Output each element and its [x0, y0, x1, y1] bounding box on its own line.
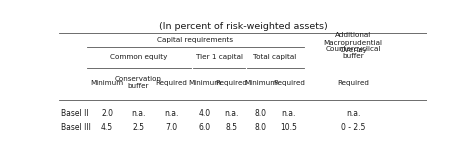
Text: n.a.: n.a. — [346, 109, 360, 118]
Text: Countercyclical
buffer: Countercyclical buffer — [326, 46, 381, 59]
Text: Conservation
buffer: Conservation buffer — [115, 76, 162, 89]
Text: Required: Required — [155, 80, 187, 86]
Text: (In percent of risk-weighted assets): (In percent of risk-weighted assets) — [158, 22, 328, 31]
Text: Minimum: Minimum — [91, 80, 124, 86]
Text: 8.0: 8.0 — [255, 109, 266, 118]
Text: n.a.: n.a. — [282, 109, 296, 118]
Text: 10.5: 10.5 — [281, 123, 297, 132]
Text: Tier 1 capital: Tier 1 capital — [196, 54, 243, 60]
Text: 8.5: 8.5 — [225, 123, 237, 132]
Text: n.a.: n.a. — [131, 109, 146, 118]
Text: 8.0: 8.0 — [255, 123, 266, 132]
Text: n.a.: n.a. — [164, 109, 179, 118]
Text: Additional
Macroprudential
Overlay: Additional Macroprudential Overlay — [324, 32, 383, 53]
Text: Minimum: Minimum — [188, 80, 221, 86]
Text: 7.0: 7.0 — [165, 123, 177, 132]
Text: 4.5: 4.5 — [101, 123, 113, 132]
Text: Required: Required — [273, 80, 305, 86]
Text: n.a.: n.a. — [224, 109, 238, 118]
Text: Required: Required — [337, 80, 369, 86]
Text: Basel III: Basel III — [61, 123, 91, 132]
Text: Total capital: Total capital — [254, 54, 297, 60]
Text: 2.5: 2.5 — [132, 123, 144, 132]
Text: 2.0: 2.0 — [101, 109, 113, 118]
Text: Common equity: Common equity — [110, 54, 168, 60]
Text: Minimum: Minimum — [244, 80, 277, 86]
Text: 6.0: 6.0 — [198, 123, 210, 132]
Text: Basel II: Basel II — [61, 109, 89, 118]
Text: Capital requirements: Capital requirements — [157, 37, 233, 43]
Text: Required: Required — [215, 80, 247, 86]
Text: 4.0: 4.0 — [198, 109, 210, 118]
Text: 0 - 2.5: 0 - 2.5 — [341, 123, 365, 132]
